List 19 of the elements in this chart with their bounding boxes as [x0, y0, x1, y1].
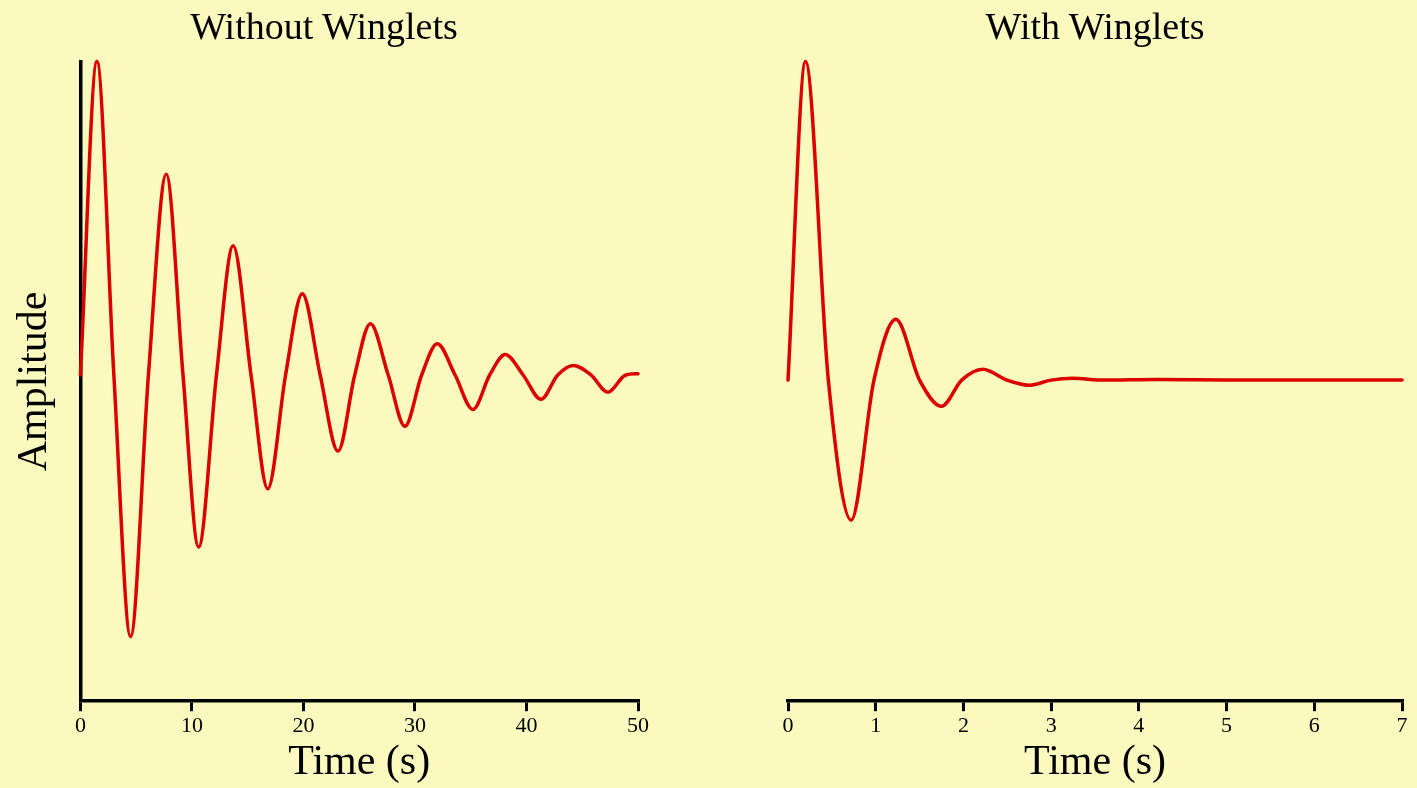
chart-title: With Winglets	[985, 4, 1205, 47]
x-tick-label: 0	[782, 712, 794, 738]
x-tick-label: 7	[1396, 712, 1408, 738]
chart-title: Without Winglets	[190, 4, 458, 47]
x-tick-label: 6	[1308, 712, 1320, 738]
x-axis-title: Time (s)	[1024, 736, 1166, 784]
x-tick-label: 20	[292, 712, 315, 738]
x-tick-label: 10	[180, 712, 203, 738]
x-tick-label: 5	[1221, 712, 1233, 738]
y-axis-title: Amplitude	[9, 291, 56, 472]
x-tick-label: 40	[515, 712, 538, 738]
x-tick-label: 0	[74, 712, 86, 738]
x-axis-title: Time (s)	[288, 736, 431, 784]
x-tick-label: 1	[870, 712, 882, 738]
x-tick-label: 3	[1045, 712, 1057, 738]
x-tick-label: 30	[403, 712, 426, 738]
x-tick-label: 4	[1133, 712, 1145, 738]
x-tick-label: 2	[957, 712, 969, 738]
x-tick-label: 50	[627, 712, 649, 738]
